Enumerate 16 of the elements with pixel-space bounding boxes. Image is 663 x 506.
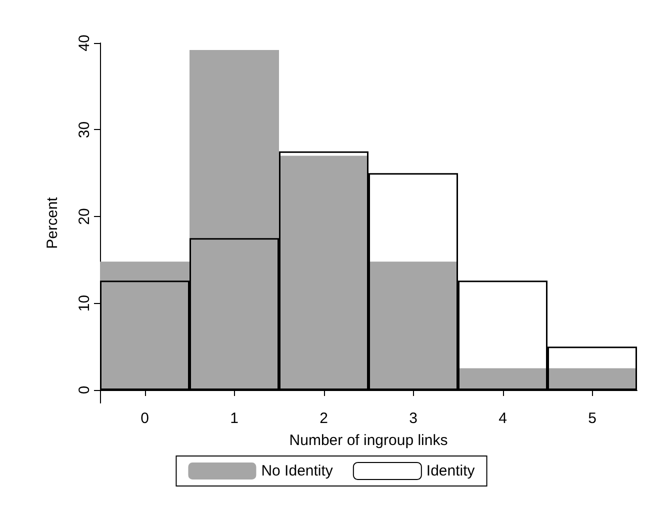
legend-label: Identity (426, 462, 476, 480)
x-tick-label: 3 (409, 410, 418, 427)
bar (368, 262, 458, 390)
x-tick-label: 0 (140, 410, 149, 427)
x-tick-label: 4 (498, 410, 507, 427)
y-tick-label: 0 (76, 386, 93, 394)
x-axis-title: Number of ingroup links (289, 432, 448, 449)
x-tick-label: 5 (588, 410, 596, 427)
y-tick-label: 20 (76, 208, 93, 225)
y-tick-label: 40 (76, 34, 93, 52)
y-axis-title: Percent (44, 196, 61, 249)
y-tick-label: 30 (76, 121, 93, 138)
y-tick-label: 10 (76, 294, 93, 312)
x-tick-label: 2 (320, 410, 328, 427)
legend-label: No Identity (261, 462, 334, 480)
x-tick-label: 1 (230, 410, 238, 427)
